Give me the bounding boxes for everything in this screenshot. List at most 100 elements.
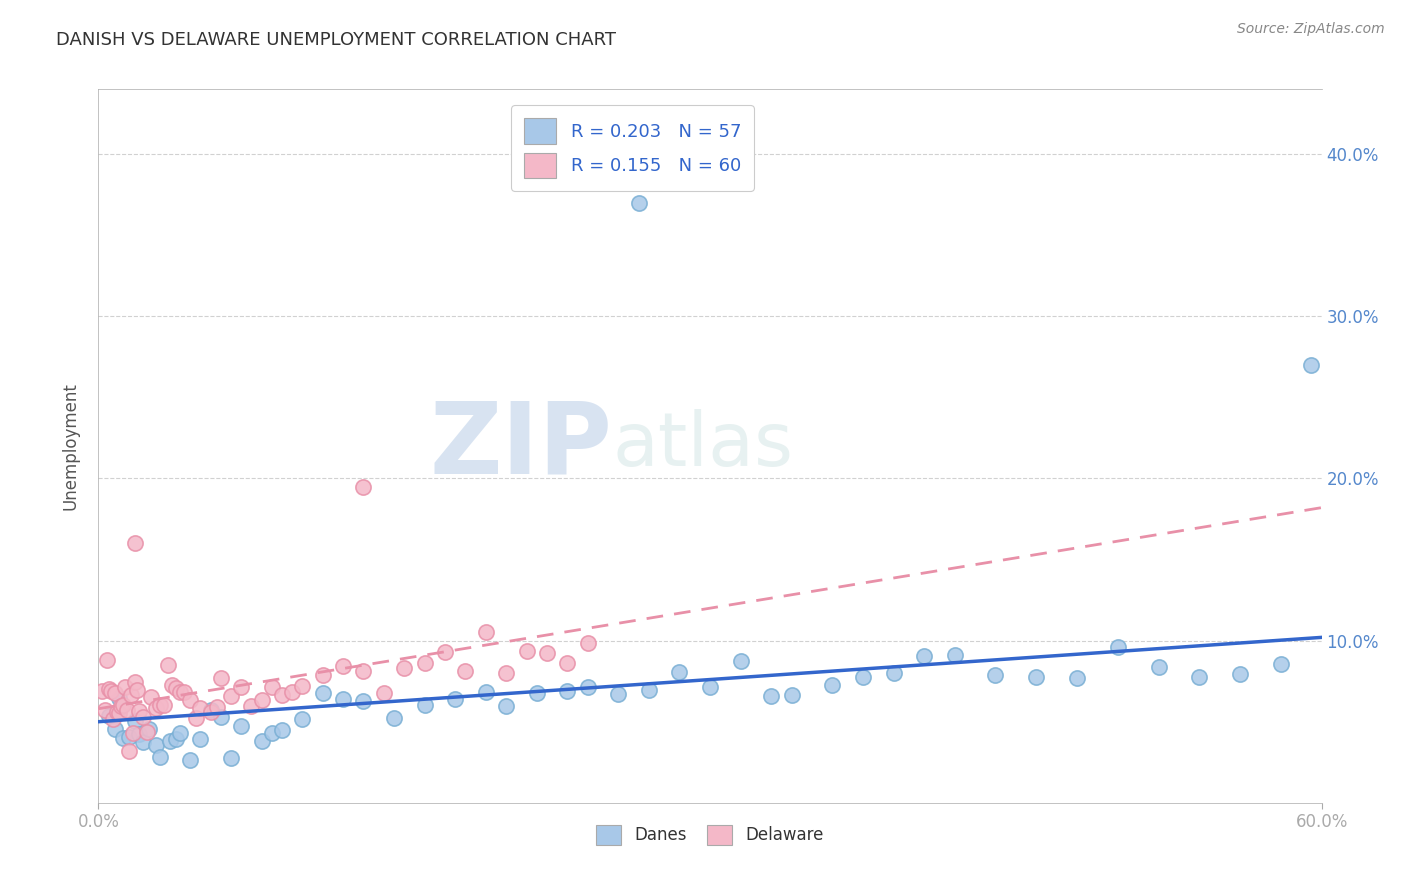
- Point: [127, 683, 149, 698]
- Point: [156, 658, 179, 673]
- Point: [104, 686, 127, 700]
- Point: [444, 691, 467, 706]
- Point: [114, 680, 136, 694]
- Point: [526, 685, 548, 699]
- Point: [761, 690, 783, 704]
- Point: [219, 689, 242, 703]
- Point: [637, 682, 661, 697]
- Point: [128, 704, 150, 718]
- Point: [291, 712, 314, 726]
- Point: [169, 726, 191, 740]
- Point: [250, 693, 273, 707]
- Point: [209, 710, 232, 724]
- Point: [111, 731, 134, 745]
- Point: [132, 735, 155, 749]
- Point: [291, 679, 314, 693]
- Point: [555, 683, 579, 698]
- Point: [200, 705, 222, 719]
- Point: [240, 699, 263, 714]
- Point: [91, 683, 114, 698]
- Point: [270, 688, 294, 702]
- Point: [169, 685, 191, 699]
- Point: [97, 709, 120, 723]
- Point: [555, 656, 579, 670]
- Point: [332, 659, 354, 673]
- Point: [332, 692, 354, 706]
- Point: [270, 723, 294, 737]
- Point: [780, 689, 803, 703]
- Text: Source: ZipAtlas.com: Source: ZipAtlas.com: [1237, 22, 1385, 37]
- Point: [152, 698, 174, 713]
- Point: [149, 698, 172, 713]
- Point: [132, 710, 155, 724]
- Point: [434, 645, 457, 659]
- Point: [122, 726, 145, 740]
- Point: [108, 706, 131, 720]
- Point: [1025, 670, 1047, 684]
- Point: [231, 719, 253, 733]
- Point: [312, 667, 335, 681]
- Point: [108, 691, 131, 706]
- Point: [454, 664, 477, 678]
- Point: [516, 643, 538, 657]
- Point: [96, 653, 118, 667]
- Point: [219, 750, 242, 764]
- Point: [821, 678, 844, 692]
- Point: [179, 752, 201, 766]
- Text: DANISH VS DELAWARE UNEMPLOYMENT CORRELATION CHART: DANISH VS DELAWARE UNEMPLOYMENT CORRELAT…: [56, 31, 616, 49]
- Point: [97, 681, 120, 696]
- Point: [188, 701, 212, 715]
- Point: [165, 732, 187, 747]
- Point: [668, 665, 690, 679]
- Point: [149, 749, 172, 764]
- Point: [474, 625, 498, 640]
- Point: [231, 680, 253, 694]
- Point: [281, 685, 304, 699]
- Point: [607, 687, 630, 701]
- Point: [260, 680, 283, 694]
- Point: [943, 648, 966, 662]
- Point: [984, 667, 1007, 681]
- Point: [352, 479, 374, 493]
- Point: [1188, 670, 1211, 684]
- Point: [118, 744, 141, 758]
- Point: [188, 731, 212, 746]
- Point: [352, 664, 374, 678]
- Point: [260, 726, 283, 740]
- Point: [110, 699, 132, 714]
- Point: [145, 739, 167, 753]
- Point: [136, 724, 159, 739]
- Point: [413, 698, 436, 713]
- Point: [105, 705, 128, 719]
- Point: [128, 726, 150, 740]
- Point: [250, 734, 273, 748]
- Point: [111, 698, 134, 713]
- Point: [392, 661, 416, 675]
- Point: [413, 657, 436, 671]
- Point: [627, 195, 650, 210]
- Point: [312, 685, 335, 699]
- Point: [205, 699, 228, 714]
- Point: [1301, 358, 1323, 372]
- Point: [576, 636, 599, 650]
- Point: [186, 711, 208, 725]
- Point: [165, 681, 187, 695]
- Point: [159, 733, 181, 747]
- Point: [124, 714, 146, 728]
- Legend: Danes, Delaware: Danes, Delaware: [589, 818, 831, 852]
- Point: [100, 684, 122, 698]
- Point: [1147, 660, 1170, 674]
- Point: [912, 649, 935, 664]
- Point: [382, 711, 405, 725]
- Point: [352, 694, 374, 708]
- Point: [104, 723, 127, 737]
- Point: [200, 703, 222, 717]
- Point: [120, 688, 142, 702]
- Point: [495, 665, 517, 680]
- Point: [1270, 657, 1292, 672]
- Text: ZIP: ZIP: [429, 398, 612, 494]
- Point: [852, 669, 875, 683]
- Point: [124, 675, 146, 690]
- Point: [474, 685, 498, 699]
- Text: atlas: atlas: [612, 409, 793, 483]
